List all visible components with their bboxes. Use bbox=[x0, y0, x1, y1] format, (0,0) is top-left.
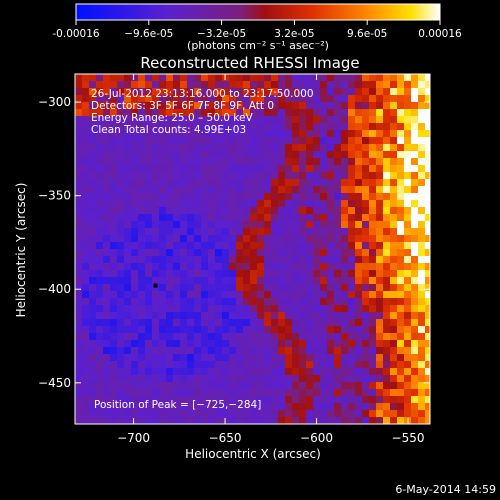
annotation-detectors: Detectors: 3F 5F 6F 7F 8F 9F, Att 0 bbox=[91, 100, 274, 112]
colorbar-unit-label: (photons cm⁻² s⁻¹ asec⁻²) bbox=[187, 39, 329, 52]
footer-timestamp: 6-May-2014 14:59 bbox=[395, 483, 496, 496]
colorbar: -0.00016 −9.6e-05 −3.2e-05 3.2e-05 9.6e-05 0.… bbox=[52, 3, 462, 52]
x-axis-label: Heliocentric X (arcsec) bbox=[185, 447, 321, 461]
colorbar-tick-label: −9.6e-05 bbox=[124, 28, 173, 40]
colorbar-tick-label: 3.2e-05 bbox=[274, 28, 314, 40]
colorbar-tick-label: 0.00016 bbox=[418, 28, 462, 40]
y-tick-label: −300 bbox=[38, 95, 71, 109]
annotation-block: 26-Jul-2012 23:13:16.000 to 23:17:50.000… bbox=[91, 88, 314, 411]
min-marker bbox=[153, 283, 158, 288]
y-tick-label: −450 bbox=[38, 376, 71, 390]
axis-ticks: −700 −650 −600 −550 −300 −350 −400 −450 bbox=[38, 74, 430, 445]
y-tick-label: −400 bbox=[38, 282, 71, 296]
colorbar-tick-label: 9.6e-05 bbox=[347, 28, 387, 40]
x-tick-label: −600 bbox=[300, 431, 333, 445]
annotation-time-range: 26-Jul-2012 23:13:16.000 to 23:17:50.000 bbox=[91, 88, 314, 100]
colorbar-ticks: -0.00016 −9.6e-05 −3.2e-05 3.2e-05 9.6e-05 0.… bbox=[52, 20, 462, 40]
plot-frame bbox=[74, 73, 431, 425]
x-tick-label: −550 bbox=[392, 431, 425, 445]
colorbar-gradient bbox=[75, 3, 441, 21]
annotation-clean-counts: Clean Total counts: 4.99E+03 bbox=[91, 124, 246, 136]
heatmap-image bbox=[75, 74, 430, 424]
chart-title: Reconstructed RHESSI Image bbox=[140, 54, 359, 72]
annotation-energy-range: Energy Range: 25.0 – 50.0 keV bbox=[91, 112, 253, 124]
colorbar-tick-label: -0.00016 bbox=[52, 28, 100, 40]
y-tick-label: −350 bbox=[38, 189, 71, 203]
peak-position-label: Position of Peak = [−725,−284] bbox=[94, 399, 261, 411]
colorbar-tick-label: −3.2e-05 bbox=[197, 28, 246, 40]
y-axis-label: Heliocentric Y (arcsec) bbox=[14, 183, 28, 318]
x-tick-label: −650 bbox=[209, 431, 242, 445]
x-tick-label: −700 bbox=[117, 431, 150, 445]
plot-area: −700 −650 −600 −550 −300 −350 −400 −450 bbox=[38, 73, 431, 445]
